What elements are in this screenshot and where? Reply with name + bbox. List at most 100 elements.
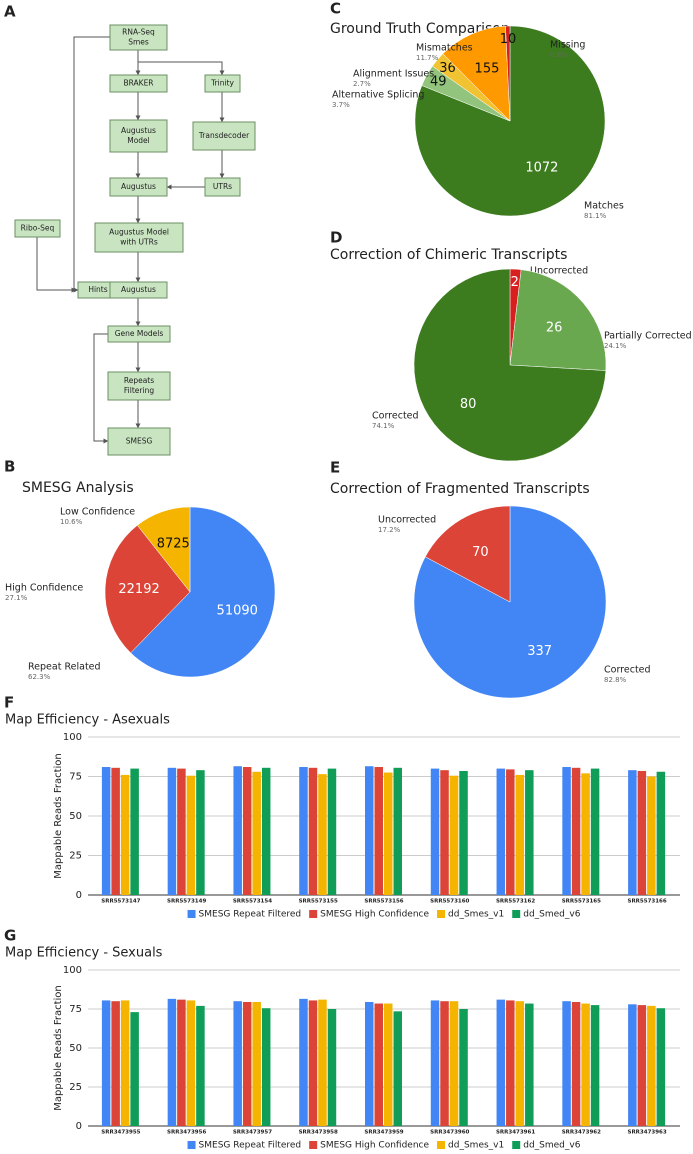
legend-item: SMESG High Confidence <box>309 1141 429 1151</box>
bar <box>252 1001 261 1126</box>
panel-label: B <box>4 458 15 476</box>
flow-node-label: Smes <box>128 38 149 47</box>
bar <box>167 767 177 895</box>
x-tick-label: SRR5573160 <box>430 899 469 905</box>
legend-item: dd_Smed_v6 <box>512 1141 581 1151</box>
flow-node-label: with UTRs <box>120 238 158 247</box>
pie-slice <box>104 524 191 654</box>
y-tick-label: 75 <box>69 772 82 783</box>
bar <box>562 1001 571 1126</box>
bar <box>196 1005 205 1126</box>
bar <box>440 1001 449 1126</box>
bar <box>130 768 139 895</box>
bar <box>196 770 205 895</box>
bar <box>647 1005 656 1126</box>
bar <box>299 767 308 895</box>
slice-category-label: Uncorrected <box>378 515 436 526</box>
pie-slice <box>424 505 511 603</box>
flow-node <box>204 74 241 93</box>
bar <box>393 767 402 895</box>
legend-item: SMESG Repeat Filtered <box>187 910 301 920</box>
bar <box>252 771 261 895</box>
flow-node-label: Ribo-Seq <box>21 224 55 233</box>
bar <box>459 770 468 895</box>
x-tick-label: SRR5573155 <box>299 899 338 905</box>
panel-label: A <box>4 3 16 21</box>
bar <box>496 768 506 895</box>
flow-node-label: Trinity <box>210 79 234 88</box>
slice-category-label: Low Confidence <box>60 507 135 518</box>
legend-swatch <box>437 910 446 918</box>
y-tick-label: 100 <box>63 965 82 976</box>
x-tick-label: SRR5573166 <box>627 899 666 905</box>
bar <box>120 774 130 895</box>
bar <box>111 767 120 895</box>
slice-category-label: Corrected <box>372 411 419 422</box>
legend-item: dd_Smes_v1 <box>437 1141 504 1151</box>
slice-category-label: Missing <box>550 40 585 51</box>
bar <box>440 770 449 895</box>
bar <box>515 774 525 895</box>
pie-slice <box>505 25 511 122</box>
y-axis-title: Mappable Reads Fraction <box>53 753 64 878</box>
bar <box>130 1012 139 1126</box>
bar <box>525 770 534 895</box>
x-tick-label: SRR5573147 <box>101 899 140 905</box>
bar <box>242 1001 252 1126</box>
slice-percent-label: 17.2% <box>378 526 401 534</box>
flow-node-label: Transdecoder <box>198 131 250 140</box>
slice-category-label: Repeat Related <box>28 662 101 673</box>
y-tick-label: 0 <box>76 1121 82 1132</box>
bar <box>628 1004 637 1126</box>
flow-node <box>109 74 168 93</box>
flow-node-label: Augustus <box>121 285 156 294</box>
slice-category-label: Alternative Splicing <box>332 90 424 101</box>
flow-node-label: Augustus <box>121 126 156 135</box>
flow-node <box>192 121 256 151</box>
x-tick-label: SRR3473959 <box>364 1130 403 1136</box>
slice-percent-label: 62.3% <box>28 673 51 681</box>
bar <box>318 999 327 1126</box>
bar <box>233 766 242 895</box>
y-tick-label: 25 <box>69 851 82 862</box>
bar <box>365 766 374 895</box>
bar <box>327 768 337 895</box>
bar <box>327 1009 337 1126</box>
legend-label: SMESG High Confidence <box>320 1141 429 1151</box>
slice-value-label: 155 <box>475 61 500 76</box>
flow-node-label: UTRs <box>213 182 232 191</box>
bar <box>101 767 111 895</box>
bar <box>506 1000 515 1126</box>
legend-swatch <box>187 910 196 918</box>
bar <box>637 770 647 895</box>
slice-percent-label: 10.6% <box>60 518 83 526</box>
flow-arrow <box>93 333 109 444</box>
flow-arrow <box>36 237 77 293</box>
slice-percent-label: 11.7% <box>416 54 439 62</box>
bar <box>101 1000 111 1126</box>
y-tick-label: 25 <box>69 1082 82 1093</box>
flow-node <box>109 119 168 153</box>
slice-percent-label: 27.1% <box>5 594 28 602</box>
bar <box>261 1008 271 1126</box>
bar <box>449 775 459 895</box>
flow-node <box>14 219 61 238</box>
slice-percent-label: 2.7% <box>353 80 371 88</box>
x-tick-label: SRR5573156 <box>364 899 403 905</box>
x-tick-label: SRR5573154 <box>233 899 272 905</box>
bar <box>177 768 186 895</box>
chart-title: Correction of Fragmented Transcripts <box>330 481 590 497</box>
bar <box>384 1003 393 1126</box>
bar <box>308 1000 318 1126</box>
bar <box>571 1001 581 1126</box>
panel-label: G <box>4 927 16 945</box>
bar <box>562 767 571 895</box>
pie-slice <box>413 505 607 699</box>
panel-label: C <box>330 0 341 18</box>
pie-slice <box>509 269 607 371</box>
slice-value-label: 22192 <box>118 582 159 597</box>
bar <box>299 998 308 1126</box>
slice-value-label: 51090 <box>217 604 258 619</box>
x-tick-label: SRR5573149 <box>167 899 206 905</box>
x-tick-label: SRR5573162 <box>496 899 535 905</box>
